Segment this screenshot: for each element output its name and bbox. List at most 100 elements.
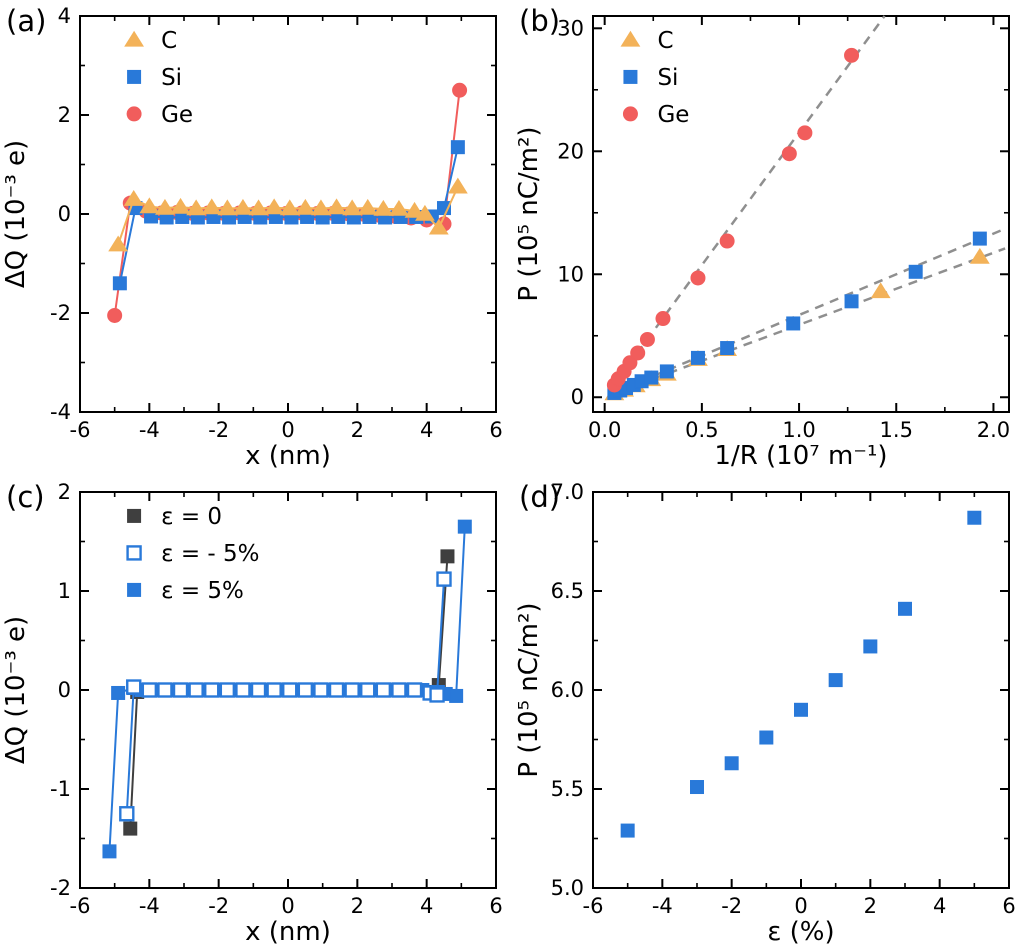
panel-label-c: (c) [6, 480, 45, 514]
y-tick-label: 2 [58, 103, 71, 127]
fit-line [607, 15, 886, 394]
x-tick-label: 0.0 [588, 418, 621, 442]
legend-item: ε = 5% [127, 578, 244, 604]
circle-marker [655, 311, 671, 327]
chart-canvas-d: -6 -4 -2 0 2 4 6 5.0 5.5 6.0 6.5 7.0 ε (%) P (10⁵ nC/… [514, 480, 1016, 947]
triangle-marker [415, 204, 435, 221]
y-tick-label: 5.5 [551, 777, 584, 801]
x-tick-label: -6 [70, 418, 91, 442]
square-marker [844, 294, 859, 309]
open-square-marker [119, 806, 135, 822]
y-tick-label: -2 [50, 876, 71, 900]
y-tick-label: 20 [557, 139, 584, 163]
circle-marker [622, 106, 638, 122]
square-marker [620, 823, 635, 838]
square-marker [123, 821, 138, 836]
legend-item: Ge [622, 102, 689, 128]
triangle-marker [264, 198, 285, 215]
square-marker [450, 140, 465, 155]
series-C [108, 177, 468, 252]
chart-a: -6 -4 -2 0 2 4 6 -4 -2 0 2 4 x (nm) ΔQ (10⁻³ e) C Si Ge [0, 0, 512, 476]
y-axis-label: ΔQ (10⁻³ e) [1, 140, 31, 288]
x-tick-label: -4 [139, 418, 160, 442]
y-tick-label: 0 [58, 678, 71, 702]
square-marker [908, 264, 923, 279]
circle-marker [452, 82, 468, 98]
square-marker [112, 276, 127, 291]
triangle-marker [357, 198, 378, 215]
panel-label-a: (a) [6, 4, 47, 38]
y-tick-label: -2 [50, 301, 71, 325]
circle-marker [797, 125, 813, 141]
panel-b: (b) 0.0 0.5 1.0 1.5 2.0 0 10 20 30 1/R (10⁷ m⁻¹) P… [513, 0, 1025, 476]
x-tick-label: 6 [1002, 894, 1015, 918]
open-square-marker [188, 682, 204, 698]
triangle-marker [124, 30, 144, 47]
fit-line [608, 227, 1006, 396]
triangle-marker [373, 199, 394, 216]
legend-item: C [124, 28, 177, 54]
square-marker [111, 685, 126, 700]
circle-marker [622, 355, 638, 371]
y-tick-label: 1 [58, 579, 71, 603]
open-square-marker [266, 682, 282, 698]
x-tick-label: 1.5 [880, 418, 913, 442]
triangle-marker [311, 199, 331, 216]
triangle-marker [217, 199, 238, 216]
panel-label-d: (d) [519, 480, 561, 514]
square-marker [690, 350, 705, 365]
triangle-marker [123, 190, 144, 206]
legend-item: C [620, 28, 674, 54]
open-square-marker [360, 682, 376, 698]
x-tick-label: 0 [281, 418, 294, 442]
open-square-marker [429, 687, 445, 703]
circle-marker [781, 146, 797, 162]
triangle-marker [342, 199, 363, 216]
legend-item: Si [623, 65, 678, 91]
x-tick-label: 2 [351, 418, 364, 442]
x-tick-label: 0 [281, 894, 294, 918]
circle-marker [719, 233, 735, 249]
y-tick-label: 6.0 [551, 678, 584, 702]
legend-label: ε = 0 [161, 504, 222, 530]
square-marker [440, 549, 455, 564]
x-tick-label: 6 [489, 894, 502, 918]
x-tick-label: -6 [583, 894, 604, 918]
circle-marker [639, 331, 655, 347]
open-square-marker [235, 682, 251, 698]
open-square-marker [328, 682, 345, 698]
triangle-marker [389, 199, 409, 216]
y-axis-label: P (10⁵ nC/m²) [514, 126, 544, 301]
fit-line [608, 247, 1006, 397]
legend-item: ε = 0 [127, 504, 222, 530]
y-axis-label: P (10⁵ nC/m²) [514, 602, 544, 777]
square-marker [967, 510, 982, 525]
square-marker [690, 780, 704, 795]
open-square-marker [297, 682, 314, 698]
x-tick-label: 0.5 [685, 418, 718, 442]
square-marker [972, 231, 987, 246]
triangle-marker [326, 198, 347, 215]
triangle-marker [447, 177, 468, 194]
square-marker [794, 702, 808, 717]
y-tick-label: -4 [50, 400, 71, 424]
square-marker [724, 756, 739, 771]
square-marker [644, 370, 659, 385]
open-square-marker [126, 545, 142, 561]
legend-item: ε = - 5% [126, 541, 260, 567]
open-square-marker [141, 682, 158, 698]
open-square-marker [436, 571, 452, 587]
circle-marker [107, 307, 123, 323]
series-Si [607, 231, 987, 400]
x-axis-label: ε (%) [767, 917, 834, 947]
x-tick-label: -6 [70, 894, 91, 918]
square-marker [449, 688, 464, 703]
legend-label: C [657, 28, 673, 54]
x-tick-label: 1.0 [782, 418, 815, 442]
y-tick-label: 0 [58, 202, 71, 226]
plot-frame [592, 15, 1010, 413]
legend-label: Si [657, 65, 678, 91]
triangle-marker [248, 199, 269, 216]
